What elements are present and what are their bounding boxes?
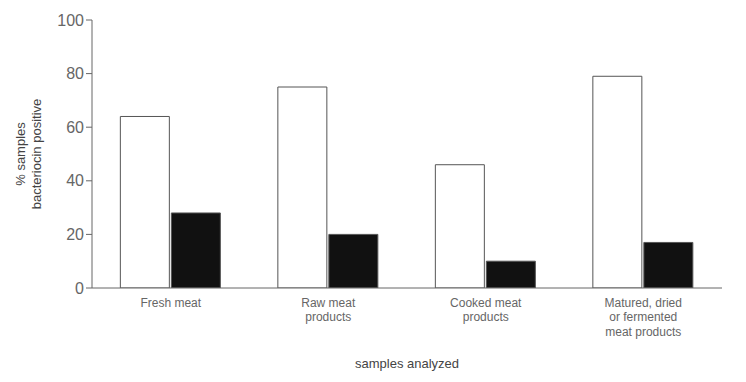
svg-text:Cooked meatproducts: Cooked meatproducts (450, 296, 522, 324)
svg-text:Matured, driedor fermentedmeat: Matured, driedor fermentedmeat products (605, 296, 682, 339)
svg-text:100: 100 (57, 12, 84, 29)
svg-text:20: 20 (66, 226, 84, 243)
svg-text:40: 40 (66, 172, 84, 189)
svg-text:0: 0 (75, 280, 84, 297)
svg-text:samples analyzed: samples analyzed (355, 356, 459, 371)
svg-text:80: 80 (66, 65, 84, 82)
svg-text:% samplesbacteriocin positive: % samplesbacteriocin positive (13, 99, 44, 210)
svg-text:Raw meatproducts: Raw meatproducts (301, 296, 356, 324)
svg-text:Fresh meat: Fresh meat (140, 296, 201, 310)
svg-text:60: 60 (66, 119, 84, 136)
